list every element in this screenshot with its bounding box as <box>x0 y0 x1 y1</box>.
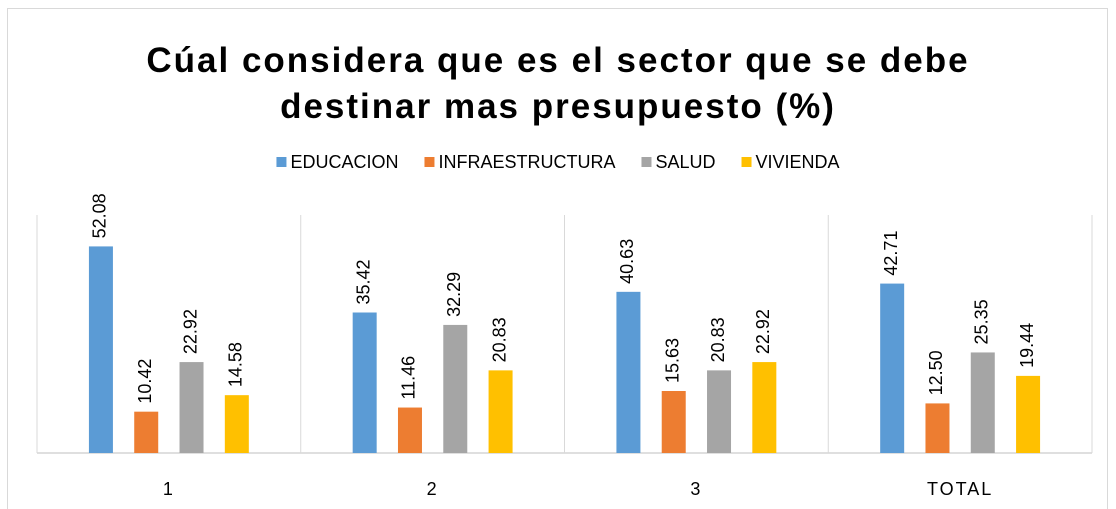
bar <box>707 370 732 453</box>
data-label: 14.58 <box>226 342 246 387</box>
legend-label: VIVIENDA <box>756 152 840 172</box>
bar <box>925 403 950 453</box>
data-label: 35.42 <box>353 259 373 304</box>
chart-title: Cúal considera que es el sector que se d… <box>146 41 970 126</box>
bar <box>752 362 777 453</box>
data-label: 20.83 <box>708 317 728 362</box>
data-label: 10.42 <box>135 359 155 404</box>
x-tick-label: TOTAL <box>927 479 993 499</box>
data-label: 52.08 <box>90 193 110 238</box>
bar <box>616 291 641 453</box>
bar <box>134 411 159 453</box>
data-label: 25.35 <box>972 299 992 344</box>
x-tick-label: 2 <box>427 479 439 499</box>
data-label: 19.44 <box>1017 323 1037 368</box>
legend-swatch <box>641 157 652 167</box>
data-label: 20.83 <box>489 317 509 362</box>
bar <box>970 352 995 453</box>
legend-label: INFRAESTRUCTURA <box>438 152 615 172</box>
bar <box>397 407 422 453</box>
bar <box>661 391 686 453</box>
legend-swatch <box>741 157 752 167</box>
bar <box>880 283 905 453</box>
legend-label: SALUD <box>655 152 715 172</box>
chart-border <box>7 8 1108 509</box>
data-label: 15.63 <box>662 338 682 383</box>
data-label: 40.63 <box>617 239 637 284</box>
data-label: 12.50 <box>926 350 946 395</box>
legend-swatch <box>424 157 435 167</box>
x-tick-label: 3 <box>690 479 702 499</box>
bar <box>224 395 249 453</box>
data-label: 22.92 <box>753 309 773 354</box>
data-label: 32.29 <box>444 272 464 317</box>
data-label: 42.71 <box>881 231 901 276</box>
x-tick-label: 1 <box>163 479 175 499</box>
bar <box>488 370 513 453</box>
legend-swatch <box>276 157 287 167</box>
data-label: 11.46 <box>399 356 419 400</box>
bar <box>1016 375 1041 453</box>
bar <box>443 324 468 453</box>
bar <box>352 312 377 453</box>
bar <box>179 362 204 453</box>
legend-label: EDUCACION <box>290 152 398 172</box>
data-label: 22.92 <box>180 309 200 354</box>
bar <box>88 246 113 453</box>
